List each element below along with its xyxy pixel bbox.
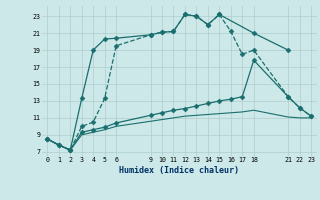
X-axis label: Humidex (Indice chaleur): Humidex (Indice chaleur) (119, 166, 239, 175)
